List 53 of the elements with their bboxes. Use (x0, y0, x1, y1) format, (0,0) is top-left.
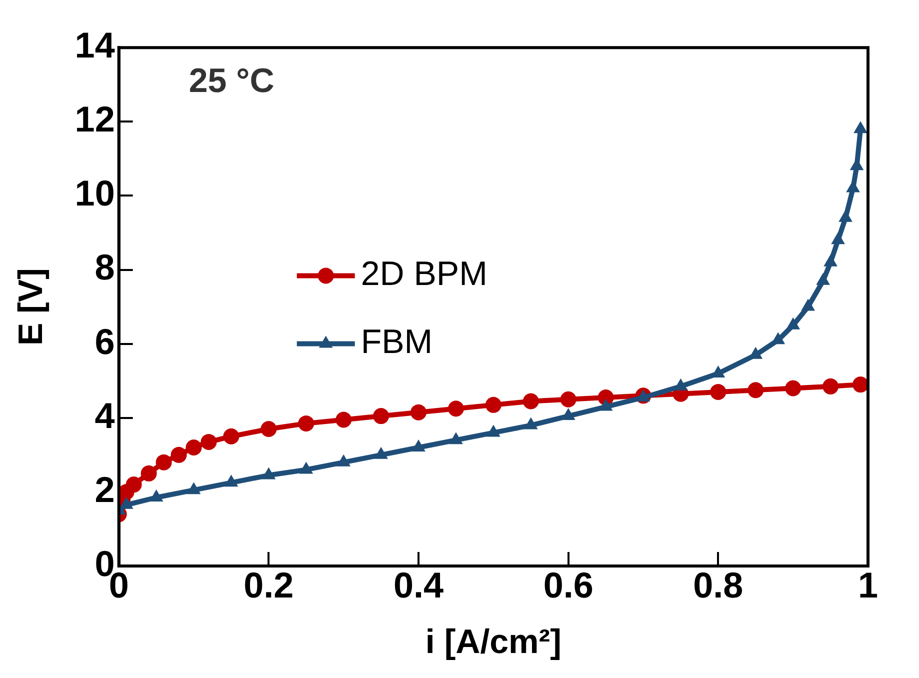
point (223, 428, 240, 444)
point (771, 332, 786, 344)
point (598, 398, 613, 411)
y-axis-title: E [V] (12, 268, 50, 346)
x-tick-label: 0.8 (693, 564, 744, 606)
point (785, 380, 802, 396)
point (298, 415, 314, 432)
point (801, 298, 815, 311)
point (824, 254, 838, 266)
point (200, 434, 217, 450)
y-tick-label: 6 (94, 320, 115, 362)
x-axis-title: i [A/cm²] (425, 622, 562, 661)
y-tick-label: 8 (94, 246, 115, 288)
point (522, 393, 539, 410)
point (410, 404, 427, 420)
point (748, 382, 764, 398)
point (140, 465, 157, 482)
point (786, 317, 800, 330)
legend-label: FBM (360, 323, 433, 362)
point (448, 400, 464, 417)
point (852, 376, 868, 393)
point (170, 446, 187, 463)
point (156, 454, 172, 470)
legend-label: 2D BPM (360, 255, 488, 294)
y-tick-label: 2 (94, 468, 115, 510)
x-tick-label: 0.2 (244, 564, 294, 606)
point (710, 384, 726, 400)
y-tick-label: 12 (74, 98, 115, 140)
point (822, 378, 839, 394)
point (486, 424, 500, 437)
point (260, 420, 277, 437)
point (674, 378, 688, 390)
point (485, 396, 502, 413)
annotation: 25 °C (188, 62, 274, 100)
point (449, 432, 463, 444)
y-tick-label: 10 (74, 172, 115, 214)
x-tick-label: 1 (858, 564, 878, 606)
y-tick-label: 4 (94, 394, 115, 436)
point (373, 408, 390, 424)
point (336, 412, 352, 428)
point (186, 440, 202, 456)
y-tick-label: 14 (74, 24, 115, 66)
point (831, 232, 845, 244)
point (561, 408, 576, 420)
point (838, 210, 852, 222)
point (816, 272, 830, 285)
point (524, 417, 538, 430)
x-tick-label: 0.4 (393, 564, 444, 606)
x-tick-label: 0.6 (543, 564, 594, 606)
point (854, 121, 868, 134)
point (560, 391, 576, 408)
point (126, 476, 142, 493)
point (412, 440, 426, 452)
